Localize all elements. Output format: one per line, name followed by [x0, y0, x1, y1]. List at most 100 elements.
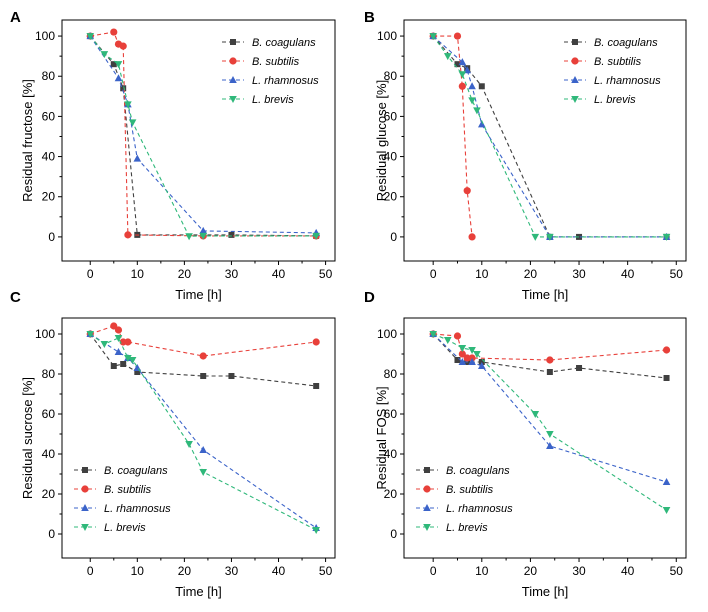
data-point — [458, 350, 466, 358]
x-tick-label: 20 — [524, 564, 538, 578]
legend-label: B. subtilis — [594, 56, 642, 68]
x-tick-label: 50 — [319, 267, 333, 281]
y-tick-label: 80 — [384, 367, 398, 381]
data-point — [531, 411, 540, 418]
legend-label: L. rhamnosus — [446, 503, 513, 515]
y-tick-label: 40 — [384, 447, 398, 461]
data-point — [546, 442, 554, 449]
data-point — [110, 61, 117, 68]
y-tick-label: 80 — [42, 367, 56, 381]
series-line — [432, 35, 667, 238]
data-point — [120, 85, 127, 92]
data-point — [473, 107, 481, 115]
legend-label: L. rhamnosus — [104, 503, 171, 515]
data-point — [662, 233, 671, 241]
legend-label: L. brevis — [104, 522, 146, 534]
y-tick-label: 60 — [42, 407, 56, 421]
data-point — [313, 383, 320, 389]
data-point — [199, 352, 207, 360]
panel-letter: A — [10, 9, 21, 26]
legend-label: B. subtilis — [104, 484, 152, 496]
series-l-brevis — [86, 331, 320, 534]
legend-label: B. coagulans — [446, 465, 510, 477]
y-tick-label: 60 — [42, 109, 56, 123]
x-tick-label: 10 — [131, 267, 145, 281]
data-point — [443, 53, 452, 61]
data-point — [128, 119, 137, 127]
panel-letter: B — [364, 9, 375, 26]
data-point — [662, 507, 671, 514]
legend-item: B. subtilis — [74, 484, 152, 496]
y-tick-label: 100 — [35, 327, 55, 341]
x-tick-label: 40 — [272, 267, 286, 281]
data-point — [468, 233, 476, 241]
data-point — [468, 358, 476, 365]
x-tick-label: 50 — [670, 564, 684, 578]
data-point — [110, 322, 118, 330]
series-b-subtilis — [429, 32, 476, 241]
data-point — [531, 233, 540, 241]
x-tick-label: 40 — [621, 267, 635, 281]
y-tick-label: 40 — [42, 447, 56, 461]
y-tick-label: 100 — [377, 327, 397, 341]
legend-item: L. rhamnosus — [564, 75, 661, 87]
data-point — [199, 226, 208, 234]
y-tick-label: 20 — [384, 487, 398, 501]
legend-marker — [571, 76, 579, 83]
y-tick-label: 0 — [48, 230, 55, 244]
y-tick-label: 60 — [384, 109, 398, 123]
legend-marker — [81, 485, 89, 493]
y-tick-label: 40 — [384, 150, 398, 164]
series-line — [433, 35, 473, 237]
data-point — [124, 101, 132, 109]
y-tick-label: 20 — [42, 487, 56, 501]
x-tick-label: 50 — [319, 564, 333, 578]
panel-a: A 0 10 20 30 40 50 0 20 40 60 80 100 Time [h] Residual… — [10, 9, 336, 302]
legend-label: L. rhamnosus — [252, 75, 319, 87]
legend-item: L. rhamnosus — [74, 503, 171, 515]
legend-marker — [571, 57, 579, 65]
data-point — [453, 32, 462, 40]
x-tick-label: 10 — [475, 267, 489, 281]
y-tick-label: 40 — [42, 150, 56, 164]
y-tick-label: 0 — [390, 230, 397, 244]
data-point — [86, 33, 95, 41]
data-point — [124, 338, 132, 346]
legend-marker — [423, 485, 431, 493]
legend-item: B. subtilis — [222, 56, 300, 68]
data-point — [468, 97, 476, 105]
data-point — [458, 358, 467, 365]
data-point — [228, 373, 235, 379]
data-point — [100, 341, 109, 348]
y-tick-label: 0 — [390, 527, 397, 541]
data-point — [133, 154, 142, 162]
legend-marker — [572, 39, 578, 45]
data-point — [134, 369, 141, 375]
legend-marker — [82, 467, 88, 473]
data-point — [133, 364, 142, 371]
legend-label: L. brevis — [252, 94, 294, 106]
data-point — [458, 345, 467, 352]
data-point — [312, 527, 320, 534]
data-point — [120, 361, 127, 367]
data-point — [119, 42, 127, 50]
y-tick-label: 20 — [384, 190, 398, 204]
y-axis-title: Residual fructose [%] — [20, 79, 35, 202]
legend-item: L. brevis — [74, 522, 146, 534]
legend-marker — [229, 57, 237, 65]
series-b-subtilis — [86, 322, 320, 360]
x-tick-label: 20 — [524, 267, 538, 281]
x-tick-label: 40 — [621, 564, 635, 578]
data-point — [114, 335, 123, 342]
data-point — [185, 441, 193, 448]
data-point — [546, 356, 554, 364]
x-tick-label: 0 — [87, 564, 94, 578]
legend-label: L. brevis — [594, 94, 636, 106]
data-point — [199, 232, 208, 240]
x-axis-title: Time [h] — [175, 287, 221, 302]
legend-item: L. rhamnosus — [222, 75, 319, 87]
data-point — [199, 469, 208, 476]
y-tick-label: 100 — [35, 29, 55, 43]
x-tick-label: 20 — [178, 564, 192, 578]
